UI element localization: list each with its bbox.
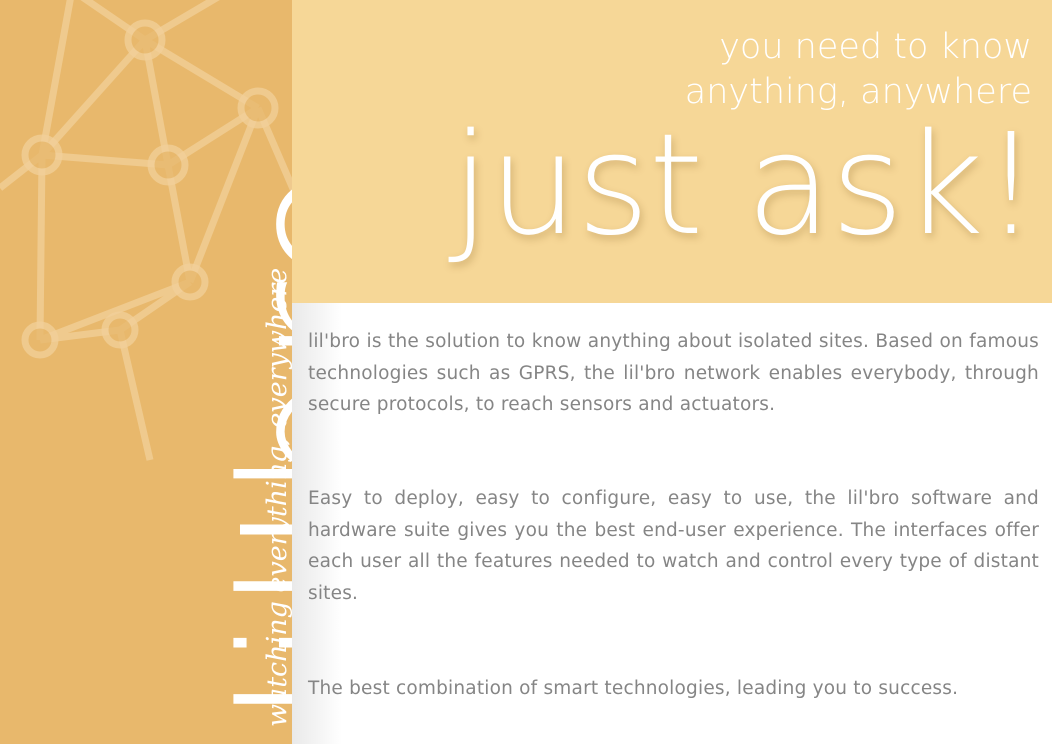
closing-statement: The best combination of smart technologi… <box>308 678 959 699</box>
hero-subtitle-line-1: you need to know <box>719 27 1032 67</box>
hero-banner: you need to know anything, anywhere just… <box>292 0 1052 303</box>
content-area: lil'bro is the solution to know anything… <box>292 303 1052 744</box>
tagline: watching everything, everywhere <box>262 267 292 727</box>
network-nodes-icon <box>0 0 292 461</box>
intro-paragraph: lil'bro is the solution to know anything… <box>308 331 1039 415</box>
hero-subtitle-line-2: anything, anywhere <box>684 72 1032 112</box>
hero-headline: just ask! <box>451 104 1039 267</box>
sidebar: lil'bro watching everything, everywhere <box>0 0 292 744</box>
features-paragraph: Easy to deploy, easy to configure, easy … <box>308 488 1039 604</box>
